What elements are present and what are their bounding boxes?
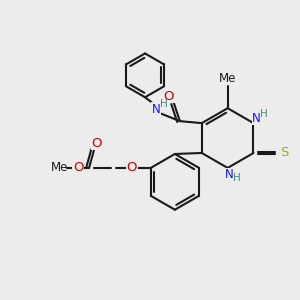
Text: H: H (260, 109, 267, 119)
Text: O: O (127, 161, 137, 174)
Text: N: N (152, 103, 160, 116)
Text: O: O (73, 161, 83, 174)
Text: Me: Me (219, 72, 236, 85)
Text: H: H (233, 173, 241, 183)
Text: O: O (92, 136, 102, 149)
Text: N: N (225, 168, 234, 182)
Text: O: O (164, 90, 174, 103)
Text: H: H (160, 99, 168, 109)
Text: S: S (280, 146, 289, 160)
Text: Me: Me (50, 161, 68, 174)
Text: N: N (252, 112, 261, 124)
